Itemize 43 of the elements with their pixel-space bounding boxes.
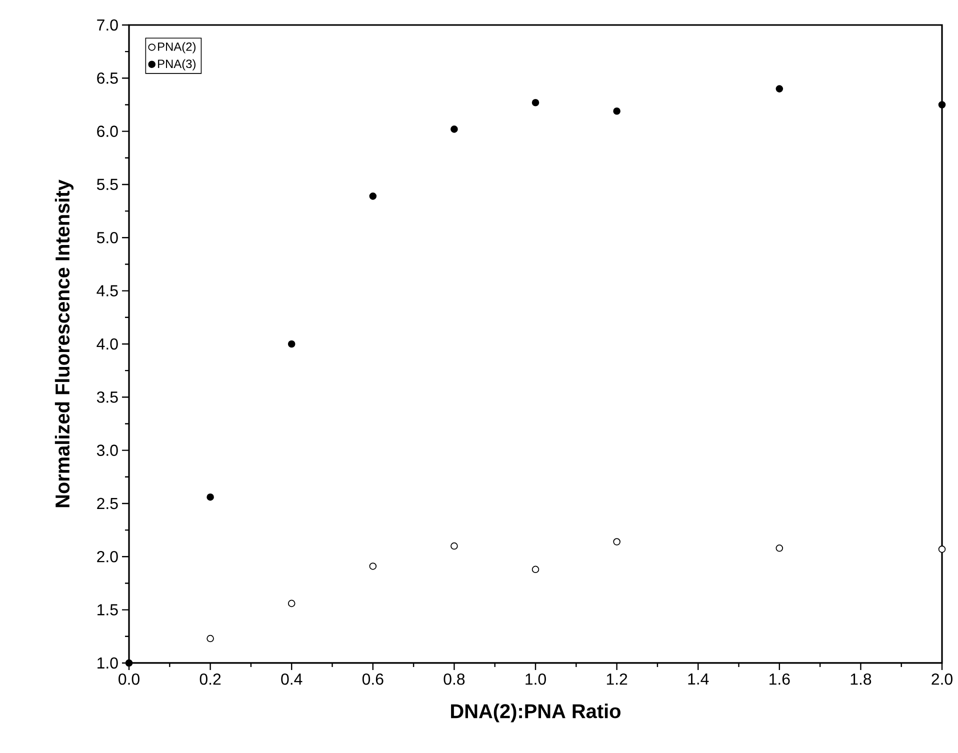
y-tick-label: 5.0 xyxy=(96,232,118,244)
x-tick-label: 0.2 xyxy=(200,674,221,685)
point xyxy=(450,126,458,133)
point xyxy=(125,659,133,667)
point xyxy=(776,85,784,92)
y-tick-label: 2.0 xyxy=(97,551,118,562)
y-tick-label: 6.0 xyxy=(97,126,118,137)
point xyxy=(613,107,620,115)
x-tick-label: 1.6 xyxy=(770,674,790,685)
point xyxy=(288,340,296,348)
x-tick-label: 0.6 xyxy=(362,674,384,685)
point xyxy=(206,634,214,642)
point xyxy=(532,98,540,106)
y-tick-label: 4.0 xyxy=(96,338,118,350)
x-tick-label: 0.0 xyxy=(118,674,140,685)
y-tick-label: 3.0 xyxy=(96,444,118,456)
x-tick-label: 2.0 xyxy=(932,674,952,685)
y-tick-label: 6.5 xyxy=(97,72,118,84)
point xyxy=(532,566,540,574)
x-tick-label: 1.2 xyxy=(606,674,628,685)
x-axis-title: DNA(2):PNA Ratio xyxy=(451,704,620,722)
point xyxy=(369,192,377,200)
y-tick-label: 5.5 xyxy=(96,178,118,190)
legend-label: PNA(2) xyxy=(158,42,196,54)
point xyxy=(450,542,458,550)
point xyxy=(288,600,296,608)
y-tick-label: 7.0 xyxy=(97,19,118,31)
point xyxy=(206,493,214,501)
y-tick-label: 4.5 xyxy=(96,285,118,296)
x-tick-label: 1.4 xyxy=(688,674,709,684)
y-tick-label: 2.5 xyxy=(97,498,118,510)
x-tick-label: 1.0 xyxy=(526,674,546,685)
legend-label: PNA(3) xyxy=(158,59,196,70)
x-tick-label: 0.4 xyxy=(281,674,302,685)
y-tick-label: 1.0 xyxy=(98,657,118,669)
x-tick-label: 1.8 xyxy=(850,674,872,685)
point xyxy=(776,544,784,552)
y-tick-label: 3.5 xyxy=(96,392,118,403)
point xyxy=(613,538,620,546)
point xyxy=(369,562,377,570)
x-tick-label: 0.8 xyxy=(444,674,465,685)
y-tick-label: 1.5 xyxy=(98,604,118,616)
y-axis-title: Normalized Fluorescence Intensity xyxy=(54,180,74,508)
